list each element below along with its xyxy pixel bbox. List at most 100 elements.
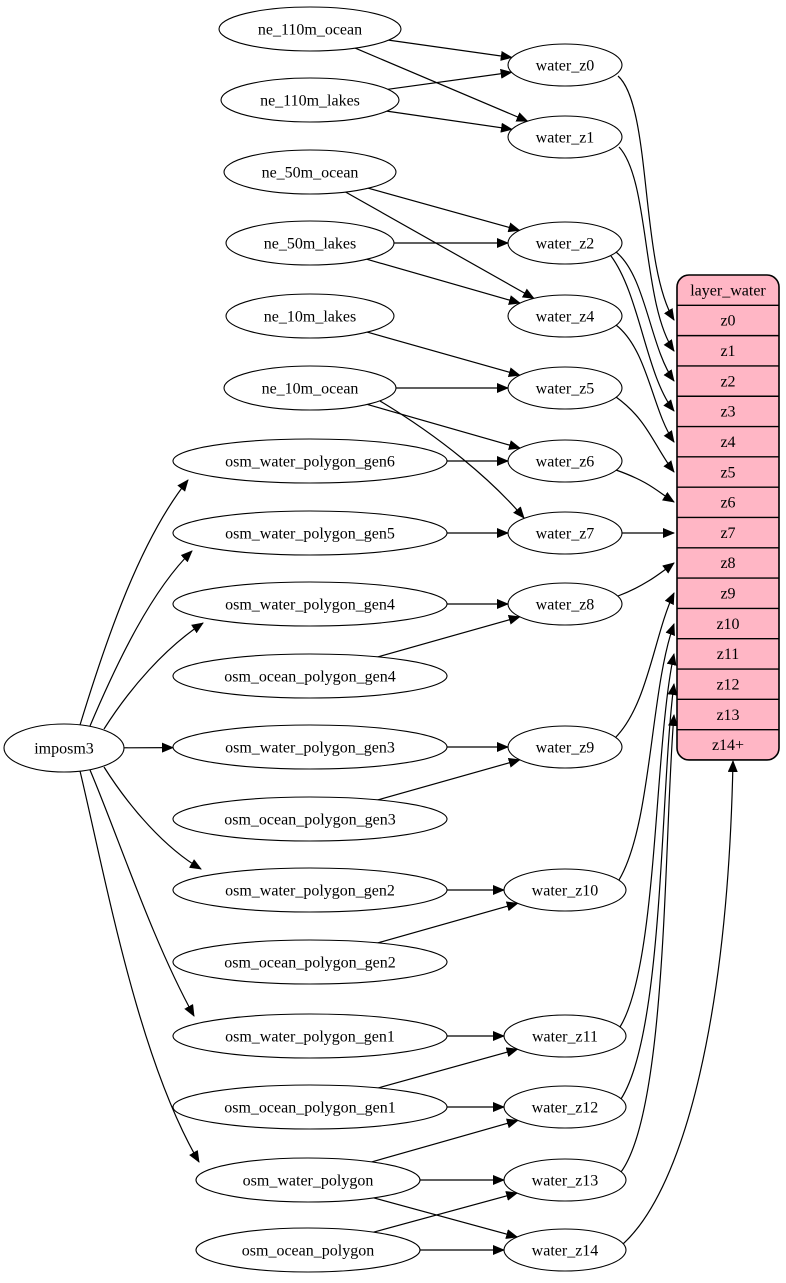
node-osm_water_polygon_gen1: osm_water_polygon_gen1 bbox=[172, 1013, 448, 1059]
edge-ne_50m_ocean-to-water_z4 bbox=[345, 191, 535, 299]
node-shape-ne_10m_lakes bbox=[225, 293, 395, 339]
node-shape-water_z12 bbox=[503, 1085, 627, 1129]
node-label-osm_ocean_polygon: osm_ocean_polygon bbox=[242, 1242, 374, 1259]
table-row-z5: z5 bbox=[720, 464, 735, 481]
node-water_z10: water_z10 bbox=[503, 868, 627, 912]
node-osm_ocean_polygon_gen3: osm_ocean_polygon_gen3 bbox=[172, 796, 448, 842]
node-shape-osm_water_polygon_gen6 bbox=[172, 438, 448, 484]
node-label-water_z13: water_z13 bbox=[532, 1172, 599, 1189]
node-shape-ne_10m_ocean bbox=[223, 365, 397, 411]
node-label-osm_ocean_polygon_gen3: osm_ocean_polygon_gen3 bbox=[224, 811, 396, 828]
edge-osm_ocean_polygon_gen1-to-water_z11 bbox=[378, 1047, 519, 1089]
node-shape-water_z4 bbox=[507, 294, 623, 338]
node-shape-osm_water_polygon_gen2 bbox=[172, 867, 448, 913]
edge-imposm3-to-osm_water_polygon bbox=[79, 770, 200, 1163]
node-shape-water_z13 bbox=[503, 1158, 627, 1202]
edge-water_z14-to-layer_water-z14+ bbox=[622, 760, 738, 1245]
edge-water_z5-to-layer_water-z5 bbox=[615, 396, 675, 473]
edge-water_z11-to-layer_water-z11 bbox=[619, 653, 677, 1028]
table-row-z7: z7 bbox=[720, 525, 735, 542]
node-shape-water_z2 bbox=[507, 221, 623, 265]
node-shape-ne_110m_lakes bbox=[220, 77, 400, 123]
node-water_z8: water_z8 bbox=[507, 582, 623, 626]
edge-osm_ocean_polygon-to-water_z13 bbox=[373, 1191, 519, 1233]
node-osm_ocean_polygon_gen4: osm_ocean_polygon_gen4 bbox=[172, 653, 448, 699]
node-label-osm_water_polygon_gen6: osm_water_polygon_gen6 bbox=[225, 453, 395, 470]
edge-water_z2-to-layer_water-z3 bbox=[610, 255, 675, 412]
node-label-water_z9: water_z9 bbox=[536, 739, 595, 756]
node-label-osm_water_polygon_gen3: osm_water_polygon_gen3 bbox=[225, 739, 395, 756]
edge-water_z8-to-layer_water-z8 bbox=[617, 562, 675, 597]
node-label-osm_water_polygon_gen2: osm_water_polygon_gen2 bbox=[225, 882, 395, 899]
node-water_z13: water_z13 bbox=[503, 1158, 627, 1202]
node-osm_water_polygon_gen6: osm_water_polygon_gen6 bbox=[172, 438, 448, 484]
edge-water_z4-to-layer_water-z4 bbox=[615, 324, 675, 443]
node-label-ne_10m_ocean: ne_10m_ocean bbox=[262, 380, 359, 397]
edge-osm_water_polygon-to-water_z12 bbox=[371, 1118, 519, 1163]
node-shape-water_z8 bbox=[507, 582, 623, 626]
node-shape-water_z1 bbox=[507, 115, 623, 159]
node-label-osm_ocean_polygon_gen4: osm_ocean_polygon_gen4 bbox=[224, 668, 396, 685]
table-row-z2: z2 bbox=[720, 373, 735, 390]
table-row-z11: z11 bbox=[717, 646, 740, 663]
node-osm_ocean_polygon_gen1: osm_ocean_polygon_gen1 bbox=[172, 1084, 448, 1130]
node-water_z11: water_z11 bbox=[503, 1014, 627, 1058]
node-shape-water_z14 bbox=[503, 1228, 627, 1272]
node-shape-osm_water_polygon_gen1 bbox=[172, 1013, 448, 1059]
node-label-osm_water_polygon_gen4: osm_water_polygon_gen4 bbox=[225, 596, 395, 613]
node-label-water_z0: water_z0 bbox=[536, 57, 595, 74]
node-osm_water_polygon_gen4: osm_water_polygon_gen4 bbox=[172, 581, 448, 627]
node-imposm3: imposm3 bbox=[3, 723, 125, 773]
node-label-water_z12: water_z12 bbox=[532, 1099, 599, 1116]
node-ne_10m_lakes: ne_10m_lakes bbox=[225, 293, 395, 339]
table-row-z8: z8 bbox=[720, 555, 735, 572]
node-shape-osm_water_polygon_gen3 bbox=[172, 724, 448, 770]
node-label-osm_water_polygon_gen5: osm_water_polygon_gen5 bbox=[225, 525, 395, 542]
edge-water_z9-to-layer_water-z9 bbox=[614, 592, 675, 739]
node-label-osm_water_polygon: osm_water_polygon bbox=[243, 1172, 374, 1189]
edge-imposm3-to-osm_water_polygon_gen5 bbox=[89, 550, 193, 727]
table-row-z10: z10 bbox=[716, 616, 739, 633]
edge-water_z1-to-layer_water-z1 bbox=[618, 146, 675, 352]
node-label-water_z14: water_z14 bbox=[532, 1242, 599, 1259]
node-shape-ne_50m_lakes bbox=[225, 220, 395, 266]
node-osm_ocean_polygon: osm_ocean_polygon bbox=[195, 1227, 421, 1273]
node-shape-water_z5 bbox=[507, 366, 623, 410]
table-row-z12: z12 bbox=[716, 676, 739, 693]
node-label-ne_110m_lakes: ne_110m_lakes bbox=[260, 92, 360, 109]
node-label-ne_50m_lakes: ne_50m_lakes bbox=[264, 235, 356, 252]
node-label-water_z1: water_z1 bbox=[536, 129, 595, 146]
node-shape-water_z6 bbox=[507, 439, 623, 483]
node-label-water_z11: water_z11 bbox=[532, 1028, 598, 1045]
node-label-osm_ocean_polygon_gen1: osm_ocean_polygon_gen1 bbox=[224, 1099, 396, 1116]
node-water_z4: water_z4 bbox=[507, 294, 623, 338]
edge-imposm3-to-osm_water_polygon_gen4 bbox=[103, 622, 204, 730]
node-shape-osm_ocean_polygon bbox=[195, 1227, 421, 1273]
node-water_z2: water_z2 bbox=[507, 221, 623, 265]
node-osm_water_polygon_gen3: osm_water_polygon_gen3 bbox=[172, 724, 448, 770]
node-water_z9: water_z9 bbox=[507, 725, 623, 769]
table-row-z1: z1 bbox=[720, 343, 735, 360]
edge-ne_110m_lakes-to-water_z0 bbox=[387, 68, 513, 90]
edge-water_z6-to-layer_water-z6 bbox=[615, 469, 675, 503]
node-label-ne_110m_ocean: ne_110m_ocean bbox=[258, 21, 362, 38]
node-shape-osm_water_polygon_gen4 bbox=[172, 581, 448, 627]
node-shape-water_z0 bbox=[507, 43, 623, 87]
node-water_z1: water_z1 bbox=[507, 115, 623, 159]
node-water_z0: water_z0 bbox=[507, 43, 623, 87]
node-label-osm_ocean_polygon_gen2: osm_ocean_polygon_gen2 bbox=[224, 954, 396, 971]
node-shape-ne_110m_ocean bbox=[218, 6, 402, 52]
edge-water_z10-to-layer_water-z10 bbox=[618, 623, 675, 881]
table-row-z6: z6 bbox=[720, 495, 735, 512]
table-row-z13: z13 bbox=[716, 707, 739, 724]
node-shape-osm_water_polygon_gen5 bbox=[172, 510, 448, 556]
node-label-water_z10: water_z10 bbox=[532, 882, 599, 899]
node-ne_50m_lakes: ne_50m_lakes bbox=[225, 220, 395, 266]
node-ne_50m_ocean: ne_50m_ocean bbox=[223, 149, 397, 195]
table-row-z0: z0 bbox=[720, 313, 735, 330]
node-label-imposm3: imposm3 bbox=[34, 740, 94, 757]
node-water_z5: water_z5 bbox=[507, 366, 623, 410]
edge-osm_water_polygon-to-water_z14 bbox=[373, 1197, 519, 1239]
node-water_z7: water_z7 bbox=[507, 511, 623, 555]
node-label-water_z8: water_z8 bbox=[536, 596, 595, 613]
